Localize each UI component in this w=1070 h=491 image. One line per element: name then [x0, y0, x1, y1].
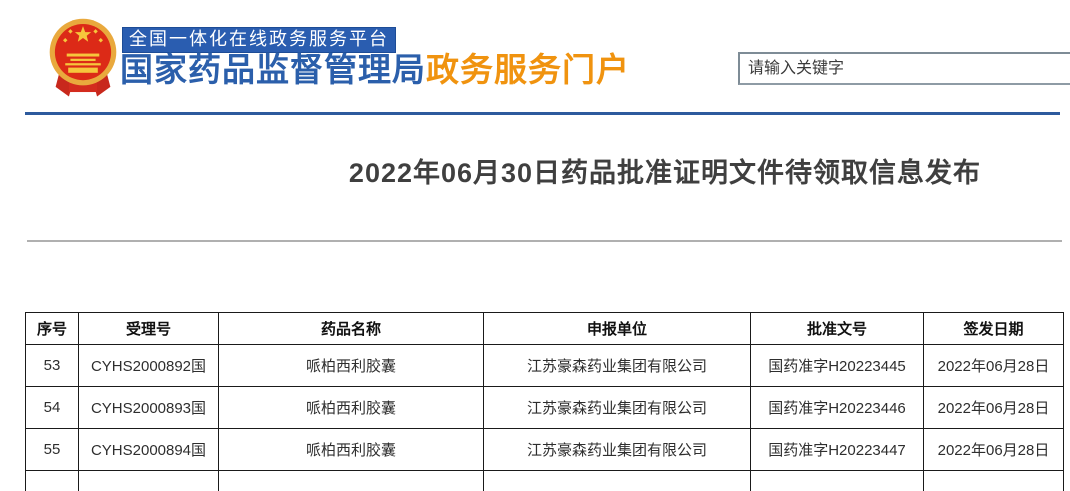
cell-drug: 哌柏西利胶囊	[219, 387, 484, 429]
table-row-partial	[26, 471, 1064, 491]
cell-accno: CYHS2000893国	[79, 387, 219, 429]
title-divider	[27, 240, 1062, 242]
col-header-seq: 序号	[26, 313, 79, 345]
page: 全国一体化在线政务服务平台 国家药品监督管理局政务服务门户 2022年06月30…	[0, 0, 1070, 469]
cell-date: 2022年06月28日	[924, 387, 1064, 429]
cell-date: 2022年06月28日	[924, 429, 1064, 471]
cell-seq: 55	[26, 429, 79, 471]
cell-accno: CYHS2000892国	[79, 345, 219, 387]
search-input[interactable]	[738, 52, 1070, 85]
site-suffix: 政务服务门户	[426, 51, 630, 88]
table-header-row: 序号 受理号 药品名称 申报单位 批准文号 签发日期	[26, 313, 1064, 345]
cell-appno: 国药准字H20223445	[751, 345, 924, 387]
cell-org: 江苏豪森药业集团有限公司	[484, 345, 751, 387]
table-row: 54 CYHS2000893国 哌柏西利胶囊 江苏豪森药业集团有限公司 国药准字…	[26, 387, 1064, 429]
col-header-date: 签发日期	[924, 313, 1064, 345]
approval-table: 序号 受理号 药品名称 申报单位 批准文号 签发日期 53 CYHS200089…	[25, 312, 1064, 491]
cell-drug: 哌柏西利胶囊	[219, 345, 484, 387]
header-divider	[25, 112, 1060, 115]
col-header-appno: 批准文号	[751, 313, 924, 345]
page-title: 2022年06月30日药品批准证明文件待领取信息发布	[0, 156, 1070, 190]
site-name: 国家药品监督管理局	[120, 51, 426, 88]
cell-seq: 53	[26, 345, 79, 387]
table-row: 55 CYHS2000894国 哌柏西利胶囊 江苏豪森药业集团有限公司 国药准字…	[26, 429, 1064, 471]
cell-appno: 国药准字H20223447	[751, 429, 924, 471]
cell-org: 江苏豪森药业集团有限公司	[484, 429, 751, 471]
cell-accno: CYHS2000894国	[79, 429, 219, 471]
site-header: 全国一体化在线政务服务平台 国家药品监督管理局政务服务门户	[0, 0, 1070, 112]
site-title: 国家药品监督管理局政务服务门户	[120, 49, 630, 91]
national-emblem-icon	[46, 16, 120, 100]
cell-drug: 哌柏西利胶囊	[219, 429, 484, 471]
cell-org: 江苏豪森药业集团有限公司	[484, 387, 751, 429]
col-header-drug: 药品名称	[219, 313, 484, 345]
table-row: 53 CYHS2000892国 哌柏西利胶囊 江苏豪森药业集团有限公司 国药准字…	[26, 345, 1064, 387]
cell-appno: 国药准字H20223446	[751, 387, 924, 429]
cell-date: 2022年06月28日	[924, 345, 1064, 387]
col-header-accno: 受理号	[79, 313, 219, 345]
cell-seq: 54	[26, 387, 79, 429]
col-header-org: 申报单位	[484, 313, 751, 345]
